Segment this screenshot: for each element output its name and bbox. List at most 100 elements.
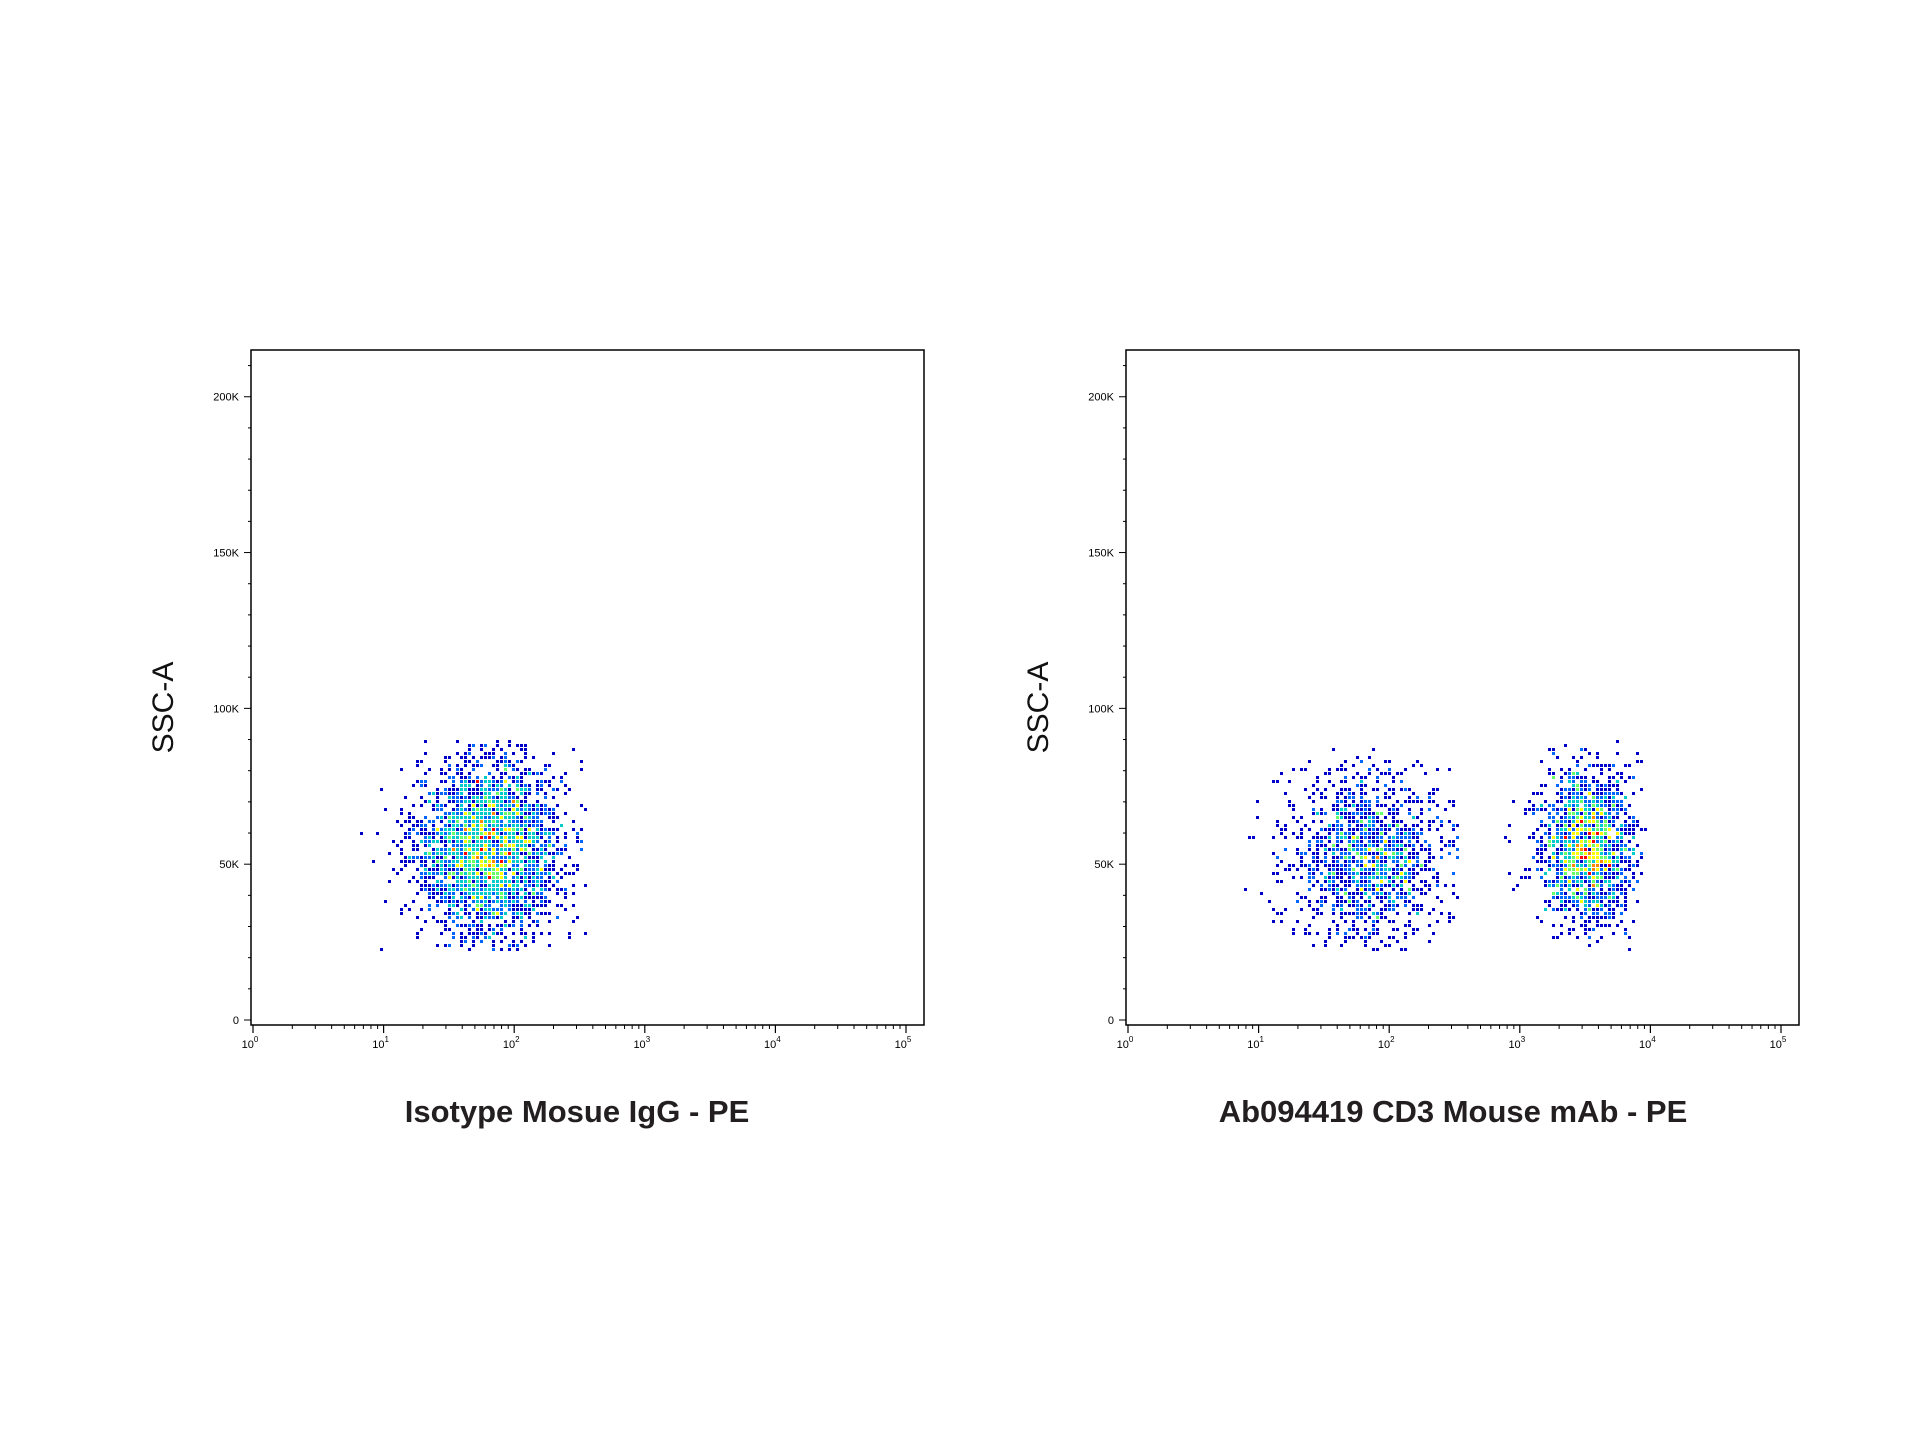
event-dot [512,840,515,843]
event-dot [468,828,471,831]
event-dot [1580,924,1583,927]
event-dot [504,832,507,835]
event-dot [1568,900,1571,903]
event-dot [448,872,451,875]
event-dot [1588,832,1591,835]
event-dot [496,844,499,847]
event-dot [1600,812,1603,815]
event-dot [1308,900,1311,903]
event-dot [1620,852,1623,855]
event-dot [1336,808,1339,811]
event-dot [1348,848,1351,851]
event-dot [1616,900,1619,903]
event-dot [484,776,487,779]
event-dot [1344,884,1347,887]
event-dot [412,848,415,851]
event-dot [548,868,551,871]
event-dot [1360,936,1363,939]
event-dot [1540,876,1543,879]
event-dot [1536,868,1539,871]
event-dot [492,940,495,943]
event-dot [1592,864,1595,867]
event-dot [1376,828,1379,831]
event-dot [1348,872,1351,875]
event-dot [1616,884,1619,887]
event-dot [1372,920,1375,923]
event-dot [1632,920,1635,923]
event-dot [1376,896,1379,899]
event-dot [524,756,527,759]
event-dot [500,832,503,835]
event-dot [1444,884,1447,887]
event-dot [1340,896,1343,899]
event-dot [1604,828,1607,831]
event-dot [1600,836,1603,839]
event-dot [1276,780,1279,783]
event-dot [500,772,503,775]
event-dot [536,852,539,855]
event-dot [536,784,539,787]
event-dot [484,820,487,823]
event-dot [1544,848,1547,851]
event-dot [460,768,463,771]
event-dot [1604,880,1607,883]
event-dot [1408,860,1411,863]
event-dot [468,884,471,887]
event-dot [520,816,523,819]
event-dot [500,924,503,927]
event-dot [1372,824,1375,827]
event-dot [452,896,455,899]
event-dot [1568,884,1571,887]
event-dot [536,780,539,783]
event-dot [1456,848,1459,851]
event-dot [1568,844,1571,847]
event-dot [1348,804,1351,807]
event-dot [1368,756,1371,759]
event-dot [1592,832,1595,835]
event-dot [496,800,499,803]
event-dot [1572,800,1575,803]
event-dot [1428,792,1431,795]
event-dot [1416,852,1419,855]
event-dot [464,840,467,843]
event-dot [1440,900,1443,903]
event-dot [1416,824,1419,827]
event-dot [1568,864,1571,867]
event-dot [460,780,463,783]
event-dot [516,912,519,915]
event-dot [1548,880,1551,883]
event-dot [536,884,539,887]
event-dot [500,908,503,911]
event-dot [1552,808,1555,811]
event-dot [520,824,523,827]
event-dot [1572,824,1575,827]
event-dot [544,832,547,835]
event-dot [1580,784,1583,787]
event-dot [512,812,515,815]
event-dot [1576,772,1579,775]
event-dot [448,800,451,803]
event-dot [536,892,539,895]
event-dot [424,800,427,803]
event-dot [476,876,479,879]
event-dot [1452,844,1455,847]
event-dot [424,860,427,863]
event-dot [1556,864,1559,867]
event-dot [440,896,443,899]
event-dot [472,868,475,871]
event-dot [532,812,535,815]
event-dot [1400,840,1403,843]
event-dot [1336,836,1339,839]
event-dot [1632,872,1635,875]
event-dot [1348,812,1351,815]
event-dot [1584,908,1587,911]
event-dot [1548,816,1551,819]
event-dot [1608,900,1611,903]
event-dot [476,896,479,899]
event-dot [440,820,443,823]
event-dot [488,936,491,939]
event-dot [1364,872,1367,875]
event-dot [1572,928,1575,931]
event-dot [1396,844,1399,847]
